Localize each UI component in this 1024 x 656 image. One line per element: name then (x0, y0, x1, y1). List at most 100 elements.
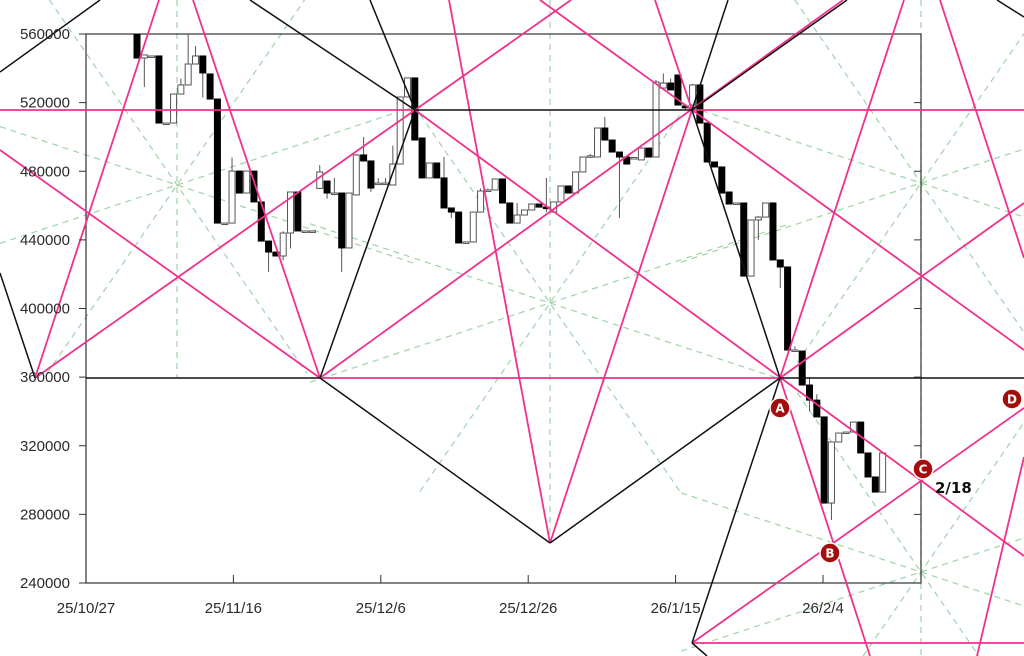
overlay-line-black (0, 0, 101, 73)
candle (747, 219, 755, 277)
candle (133, 34, 141, 59)
x-tick-label: 25/12/26 (499, 600, 557, 617)
candle (287, 191, 295, 234)
candle (148, 55, 156, 58)
candle (572, 171, 580, 194)
candle (703, 122, 711, 163)
candle (630, 157, 638, 160)
candle (615, 151, 623, 158)
axes: 560000 520000 480000 440000 400000 360000 3200… (20, 26, 921, 617)
candle (191, 55, 199, 65)
overlay-line-black (369, 0, 416, 111)
marker-label: B (825, 547, 834, 561)
candle (491, 178, 499, 191)
marker-a (769, 397, 791, 419)
overlay-line-pink (448, 0, 551, 544)
candle (228, 170, 236, 224)
y-tick-label: 520000 (20, 95, 70, 112)
overlay-line-pink (192, 0, 321, 379)
candle (827, 441, 835, 504)
candle (360, 154, 368, 162)
x-tick-label: 25/10/27 (57, 600, 115, 617)
candle (455, 211, 463, 244)
candle (221, 222, 229, 226)
overlay-line-pink (779, 202, 1024, 379)
candle (155, 55, 163, 124)
overlay-line-pink (414, 109, 1024, 557)
guide-spoke (0, 105, 418, 244)
candle (418, 137, 426, 179)
guide-spoke (680, 492, 1024, 607)
candle (206, 73, 214, 100)
guide-spoke (309, 223, 791, 383)
candle (784, 266, 792, 351)
candle (243, 170, 251, 194)
y-tick-label: 240000 (20, 575, 70, 592)
candle (484, 189, 492, 192)
overlay-line-black (691, 377, 781, 644)
candle (374, 182, 382, 186)
candle (440, 177, 448, 209)
y-tick-label: 320000 (20, 438, 70, 455)
candle (791, 349, 799, 353)
candle (250, 170, 258, 203)
overlay-line-pink (549, 109, 693, 544)
candle (798, 350, 806, 386)
candle (199, 55, 207, 74)
candle (323, 180, 331, 194)
guide-spoke (46, 0, 306, 374)
candle (506, 202, 514, 224)
candle (308, 230, 316, 233)
candle (842, 431, 850, 435)
overlay-line-black (319, 377, 551, 544)
candle (535, 203, 543, 208)
candle (279, 232, 287, 257)
candle (710, 161, 718, 168)
marker-b (819, 542, 841, 564)
candle (718, 166, 726, 194)
guide-spoke (790, 33, 1024, 372)
candle (813, 399, 821, 418)
candle (265, 240, 273, 253)
candle (579, 156, 587, 173)
plot-border (85, 33, 922, 584)
candle (352, 154, 360, 196)
candle (754, 216, 762, 221)
candle (637, 147, 645, 161)
candle (403, 77, 411, 98)
candle (564, 185, 572, 194)
candle (871, 476, 879, 493)
candle (608, 139, 616, 153)
candle (301, 230, 309, 233)
y-tick-label: 480000 (20, 163, 70, 180)
overlay-line-pink (654, 0, 693, 111)
overlay-line-pink (939, 0, 1024, 259)
candle (499, 178, 506, 204)
candle (879, 452, 887, 493)
y-tick-label: 280000 (20, 506, 70, 523)
candles (133, 34, 887, 521)
guide-spoke (680, 537, 1024, 652)
guide-spoke (862, 422, 1024, 656)
guide-spoke (309, 223, 791, 383)
candle (689, 84, 697, 106)
overlay-line-black (996, 0, 1024, 18)
candle (513, 214, 521, 224)
overlay-line-black (691, 0, 848, 111)
overlay-line-pink (0, 149, 321, 379)
y-tick-label: 400000 (20, 301, 70, 318)
overlay-line-black (0, 272, 36, 379)
candle (652, 81, 660, 158)
guide-spoke (680, 148, 1024, 263)
candle (447, 207, 455, 213)
candle (740, 202, 748, 277)
plot-frame (85, 33, 922, 584)
x-tick-label: 25/12/6 (356, 600, 406, 617)
candle (140, 54, 148, 59)
overlay-line-pink (976, 456, 1024, 656)
overlay-line-black (691, 0, 729, 111)
marker-c (912, 458, 934, 480)
